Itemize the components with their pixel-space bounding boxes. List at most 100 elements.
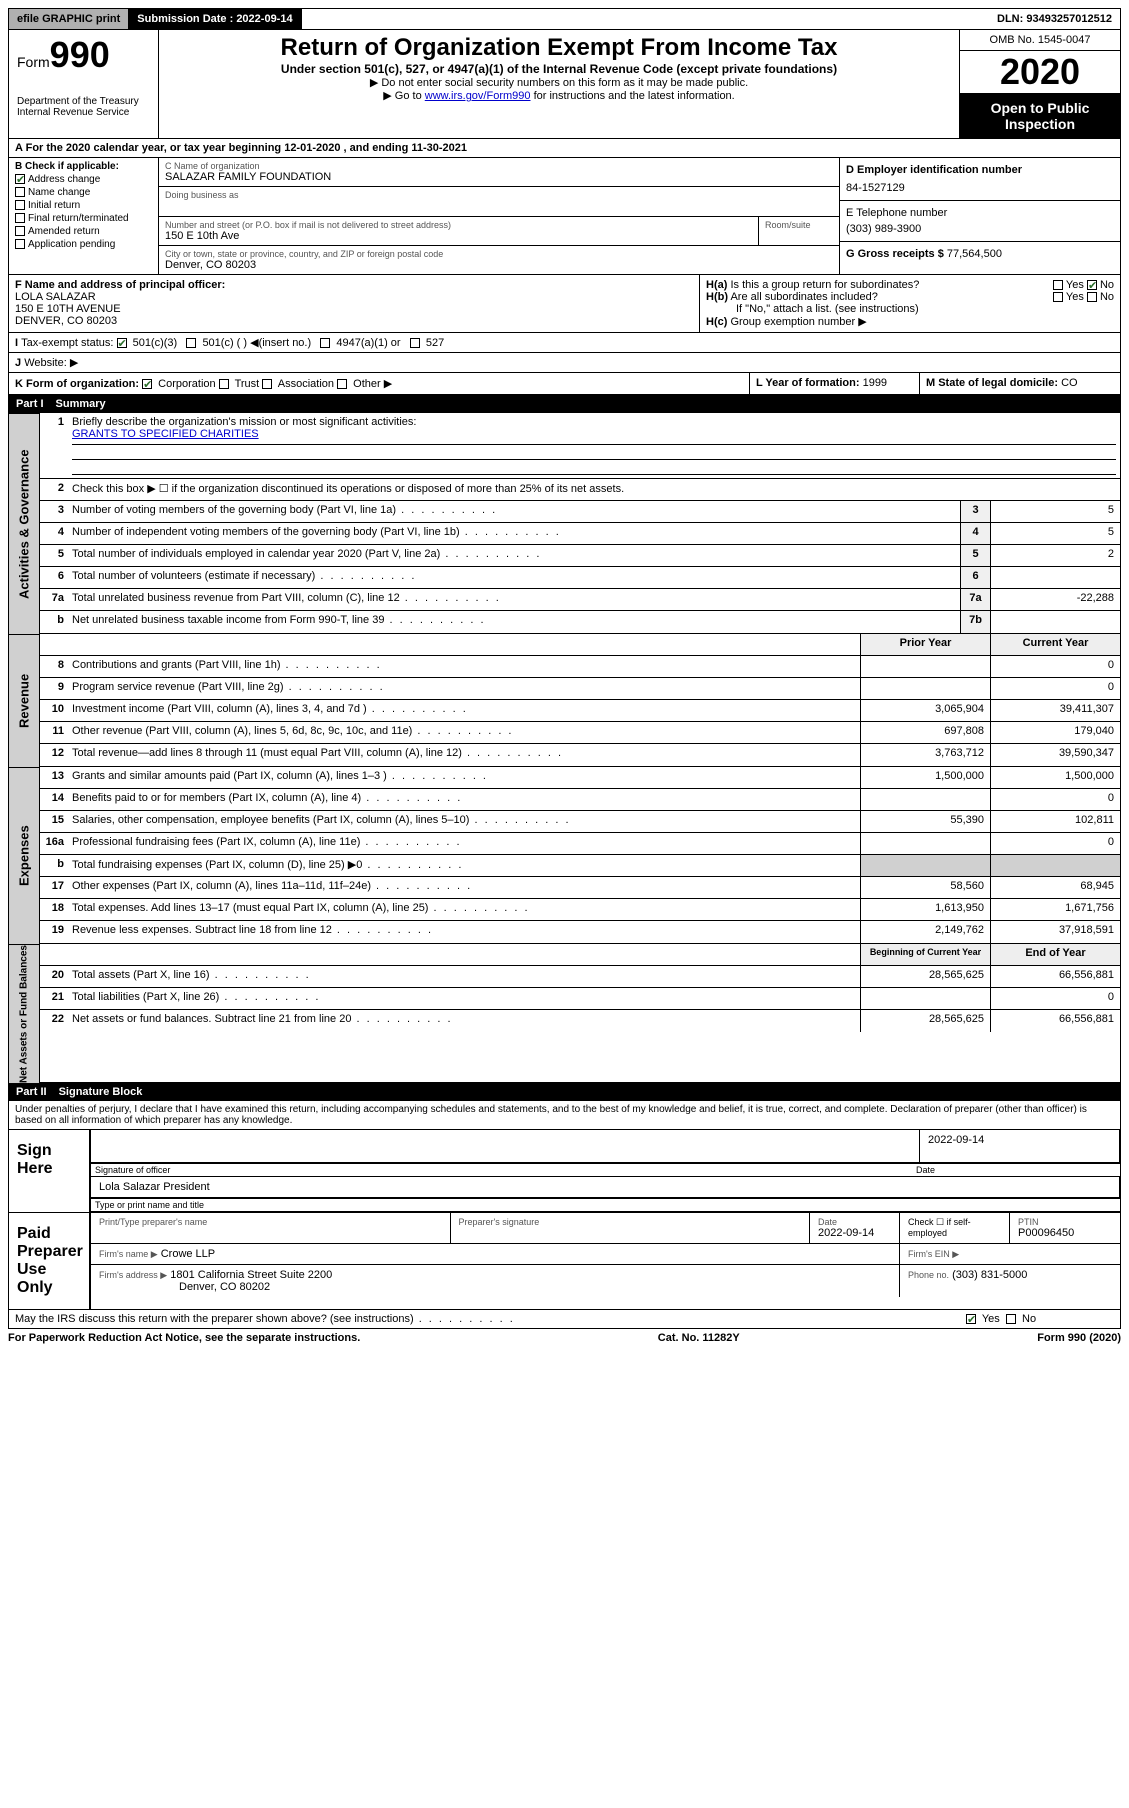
line-b: b Total fundraising expenses (Part IX, c… (40, 855, 1120, 877)
form-header-left: Form990 Department of the Treasury Inter… (9, 30, 159, 138)
mission-text[interactable]: GRANTS TO SPECIFIED CHARITIES (72, 428, 259, 440)
ein-value: 84-1527129 (846, 182, 1114, 194)
sign-here-block: Sign Here 2022-09-14 Signature of office… (8, 1130, 1121, 1213)
gross-label: G Gross receipts $ (846, 248, 944, 260)
discuss-row: May the IRS discuss this return with the… (8, 1310, 1121, 1329)
paid-preparer-block: Paid Preparer Use Only Print/Type prepar… (8, 1213, 1121, 1310)
gov-line-3: 3 Number of voting members of the govern… (40, 501, 1120, 523)
city-label: City or town, state or province, country… (165, 249, 833, 259)
form-number: 990 (50, 34, 110, 75)
form-prefix: Form (17, 54, 50, 70)
ha-no[interactable] (1087, 280, 1097, 290)
omb-number: OMB No. 1545-0047 (960, 30, 1120, 51)
line-16a: 16a Professional fundraising fees (Part … (40, 833, 1120, 855)
line-18: 18 Total expenses. Add lines 13–17 (must… (40, 899, 1120, 921)
footer-mid: Cat. No. 11282Y (658, 1332, 740, 1344)
k-trust[interactable] (219, 379, 229, 389)
check-address-change[interactable] (15, 174, 25, 184)
form-note1: ▶ Do not enter social security numbers o… (167, 76, 951, 89)
check-initial-return[interactable] (15, 200, 25, 210)
k-assoc[interactable] (262, 379, 272, 389)
name-address-block: C Name of organization SALAZAR FAMILY FO… (159, 158, 840, 274)
form-title: Return of Organization Exempt From Incom… (167, 34, 951, 62)
room-label: Room/suite (765, 220, 833, 230)
gov-line-6: 6 Total number of volunteers (estimate i… (40, 567, 1120, 589)
line-11: 11 Other revenue (Part VIII, column (A),… (40, 722, 1120, 744)
page-footer: For Paperwork Reduction Act Notice, see … (8, 1329, 1121, 1347)
hb-yes[interactable] (1053, 292, 1063, 302)
line-17: 17 Other expenses (Part IX, column (A), … (40, 877, 1120, 899)
j-block: J Website: ▶ (8, 353, 1121, 373)
part1-header: Part ISummary (8, 395, 1121, 413)
check-amended[interactable] (15, 226, 25, 236)
line-19: 19 Revenue less expenses. Subtract line … (40, 921, 1120, 943)
k-other[interactable] (337, 379, 347, 389)
tax-year: 2020 (960, 51, 1120, 94)
website-label: Website: ▶ (24, 357, 78, 369)
gov-line-4: 4 Number of independent voting members o… (40, 523, 1120, 545)
k-l-m-block: K Form of organization: Corporation Trus… (8, 373, 1121, 395)
check-app-pending[interactable] (15, 239, 25, 249)
dln: DLN: 93493257012512 (989, 9, 1120, 29)
identity-block: B Check if applicable: Address change Na… (8, 158, 1121, 275)
officer-addr1: 150 E 10TH AVENUE (15, 303, 693, 315)
vlabel-expenses: Expenses (8, 767, 40, 944)
ptin: P00096450 (1018, 1227, 1112, 1239)
line-9: 9 Program service revenue (Part VIII, li… (40, 678, 1120, 700)
officer-name: LOLA SALAZAR (15, 291, 693, 303)
line-20: 20 Total assets (Part X, line 16) 28,565… (40, 966, 1120, 988)
k-corp[interactable] (142, 379, 152, 389)
line-21: 21 Total liabilities (Part X, line 26) 0 (40, 988, 1120, 1010)
discuss-no[interactable] (1006, 1314, 1016, 1324)
perjury-decl: Under penalties of perjury, I declare th… (8, 1101, 1121, 1130)
city: Denver, CO 80203 (165, 259, 833, 271)
i-block: I Tax-exempt status: 501(c)(3) 501(c) ( … (8, 333, 1121, 353)
form-header-mid: Return of Organization Exempt From Incom… (159, 30, 960, 138)
signer-name: Lola Salazar President (91, 1177, 1120, 1197)
i-527[interactable] (410, 338, 420, 348)
check-final-return[interactable] (15, 213, 25, 223)
line-15: 15 Salaries, other compensation, employe… (40, 811, 1120, 833)
tax-period: For the 2020 calendar year, or tax year … (26, 142, 467, 154)
sign-date: 2022-09-14 (920, 1130, 1120, 1162)
state-domicile: CO (1061, 377, 1078, 389)
vlabel-netassets: Net Assets or Fund Balances (8, 944, 40, 1083)
paid-preparer-label: Paid Preparer Use Only (9, 1213, 89, 1309)
vlabel-governance: Activities & Governance (8, 413, 40, 634)
form990-link[interactable]: www.irs.gov/Form990 (425, 90, 531, 102)
discuss-yes[interactable] (966, 1314, 976, 1324)
hb-no[interactable] (1087, 292, 1097, 302)
footer-left: For Paperwork Reduction Act Notice, see … (8, 1332, 360, 1344)
line-8: 8 Contributions and grants (Part VIII, l… (40, 656, 1120, 678)
submission-date: Submission Date : 2022-09-14 (129, 9, 301, 29)
dept-label: Department of the Treasury (17, 96, 150, 107)
f-h-block: F Name and address of principal officer:… (8, 275, 1121, 333)
dba-label: Doing business as (165, 190, 833, 200)
h-b: Are all subordinates included? (730, 291, 877, 303)
gov-line-5: 5 Total number of individuals employed i… (40, 545, 1120, 567)
irs-label: Internal Revenue Service (17, 107, 150, 118)
line-13: 13 Grants and similar amounts paid (Part… (40, 767, 1120, 789)
section-netassets: Net Assets or Fund Balances Beginning of… (8, 944, 1121, 1083)
ha-yes[interactable] (1053, 280, 1063, 290)
firm-name: Crowe LLP (161, 1248, 215, 1260)
i-501c3[interactable] (117, 338, 127, 348)
i-4947[interactable] (320, 338, 330, 348)
firm-addr2: Denver, CO 80202 (179, 1281, 270, 1293)
part2-header: Part IISignature Block (8, 1083, 1121, 1101)
gross-value: 77,564,500 (947, 248, 1002, 260)
firm-addr1: 1801 California Street Suite 2200 (170, 1269, 332, 1281)
efile-label: efile GRAPHIC print (9, 9, 129, 29)
form-header-right: OMB No. 1545-0047 2020 Open to Public In… (960, 30, 1120, 138)
i-501c[interactable] (186, 338, 196, 348)
line-12: 12 Total revenue—add lines 8 through 11 … (40, 744, 1120, 766)
street: 150 E 10th Ave (165, 230, 752, 242)
year-formation: 1999 (863, 377, 887, 389)
check-name-change[interactable] (15, 187, 25, 197)
section-governance: Activities & Governance 1Briefly describ… (8, 413, 1121, 634)
form-note2: ▶ Go to www.irs.gov/Form990 for instruct… (167, 89, 951, 102)
firm-phone: (303) 831-5000 (952, 1269, 1027, 1281)
line-14: 14 Benefits paid to or for members (Part… (40, 789, 1120, 811)
line-10: 10 Investment income (Part VIII, column … (40, 700, 1120, 722)
line-a: A For the 2020 calendar year, or tax yea… (8, 139, 1121, 158)
